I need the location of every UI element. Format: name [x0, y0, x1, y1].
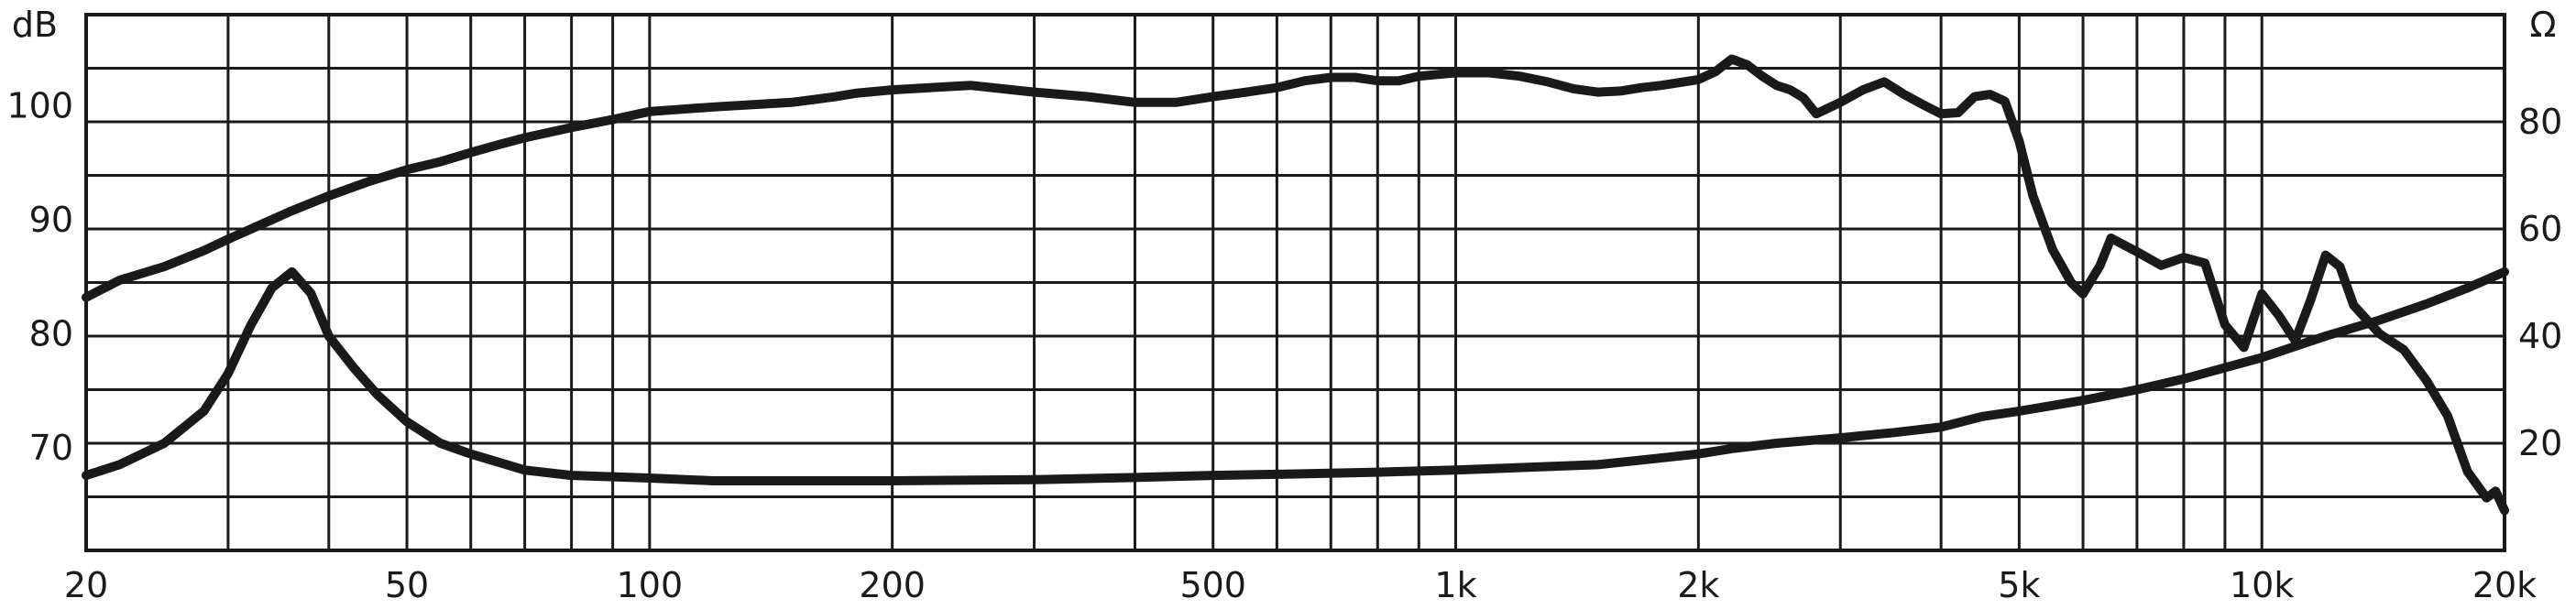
grid: [86, 15, 2505, 550]
x-tick-label: 5k: [1998, 565, 2040, 605]
left-axis-unit: dB: [12, 5, 58, 45]
plot-frame: [84, 13, 2506, 552]
axis-labels: 20 50 100 200 500 1k 2k 5k 10k 20k 70 80 90 100 20 40 60…: [6, 86, 2562, 605]
y-right-tick-label: 40: [2518, 316, 2562, 356]
y-left-tick-label: 100: [6, 86, 73, 126]
y-left-tick-label: 80: [29, 314, 73, 354]
impedance-curve: [82, 266, 2509, 485]
spl-curve: [82, 54, 2509, 516]
right-axis-unit: Ω: [2529, 5, 2556, 45]
x-tick-label: 200: [859, 565, 926, 605]
x-tick-label: 1k: [1434, 565, 1476, 605]
y-right-tick-label: 60: [2518, 209, 2562, 249]
x-tick-label: 10k: [2230, 565, 2294, 605]
x-tick-label: 100: [617, 565, 684, 605]
x-tick-label: 2k: [1677, 565, 1719, 605]
y-left-tick-label: 90: [29, 200, 73, 240]
y-right-tick-label: 20: [2518, 423, 2562, 463]
y-right-tick-label: 80: [2518, 102, 2562, 142]
x-tick-label: 20k: [2472, 565, 2537, 605]
y-left-tick-label: 70: [29, 428, 73, 468]
x-tick-label: 20: [64, 565, 108, 605]
series-group: [82, 54, 2509, 516]
x-tick-label: 500: [1179, 565, 1246, 605]
x-tick-label: 50: [385, 565, 429, 605]
